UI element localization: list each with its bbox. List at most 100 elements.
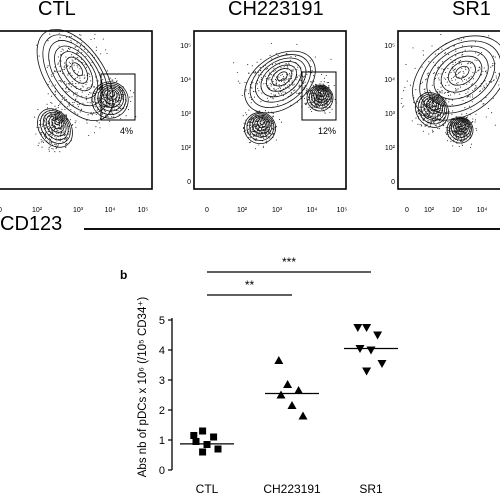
event-dot (115, 80, 118, 83)
event-dot (67, 106, 69, 108)
event-dot (248, 128, 250, 130)
event-dot (456, 89, 458, 91)
event-dot (237, 80, 239, 82)
event-dot (426, 99, 428, 101)
event-dot (320, 90, 323, 93)
event-dot (420, 82, 422, 84)
event-dot (65, 83, 68, 85)
event-dot (464, 67, 466, 69)
event-dot (271, 128, 273, 130)
event-dot (87, 101, 89, 103)
event-dot (462, 75, 464, 77)
event-dot (453, 45, 455, 47)
event-dot (437, 115, 439, 117)
event-dot (131, 96, 133, 98)
event-dot (317, 103, 319, 105)
y-tick-label: 2 (159, 405, 165, 417)
event-dot (62, 49, 64, 51)
x-tick-label: 10³ (452, 207, 463, 214)
x-tick-label: 10² (32, 207, 43, 214)
event-dot (65, 88, 67, 90)
event-dot (273, 67, 275, 69)
event-dot (94, 33, 96, 35)
event-dot (429, 90, 431, 92)
event-dot (253, 118, 255, 120)
event-dot (451, 113, 453, 116)
event-dot (436, 74, 438, 76)
event-dot (117, 94, 119, 96)
event-dot (93, 38, 95, 40)
event-dot (51, 134, 53, 137)
event-dot (450, 141, 452, 143)
event-dot (436, 118, 438, 120)
event-dot (461, 124, 463, 126)
event-dot (42, 125, 44, 127)
event-dot (97, 80, 99, 82)
event-dot (70, 86, 72, 88)
event-dot (419, 124, 421, 126)
event-dot (66, 137, 68, 139)
event-dot (44, 117, 46, 119)
data-point (199, 448, 207, 456)
event-dot (246, 132, 248, 134)
event-dot (77, 75, 79, 77)
event-dot (111, 116, 113, 118)
event-dot (279, 91, 281, 93)
event-dot (60, 133, 62, 135)
event-dot (414, 67, 416, 69)
event-dot (465, 93, 467, 95)
event-dot (50, 133, 52, 135)
flow-plot: 4% 0 10² 10³ 10⁴ 10⁵ (0, 28, 153, 214)
event-dot (464, 127, 467, 129)
event-dot (492, 62, 494, 64)
event-dot (57, 56, 59, 58)
event-dot (49, 33, 51, 35)
contour-ring (308, 85, 332, 109)
event-dot (447, 95, 450, 97)
event-dot (90, 80, 92, 82)
event-dot (79, 34, 81, 36)
y-tick-label: 10³ (181, 111, 192, 118)
event-dot (458, 61, 460, 63)
event-dot (298, 86, 300, 88)
event-dot (105, 49, 107, 51)
event-dot (54, 105, 56, 107)
event-dot (54, 90, 57, 92)
event-dot (422, 110, 424, 112)
event-dot (59, 151, 61, 153)
event-dot (429, 121, 431, 123)
event-dot (459, 125, 461, 128)
event-dot (439, 120, 441, 122)
event-dot (65, 87, 67, 89)
event-dot (253, 126, 255, 128)
event-dot (249, 131, 251, 133)
event-dot (459, 124, 461, 126)
event-dot (273, 88, 275, 90)
event-dot (461, 140, 463, 142)
event-dot (86, 122, 88, 124)
contour-ring (313, 87, 329, 103)
event-dot (483, 102, 485, 105)
y-tick-label: 10² (385, 145, 396, 152)
event-dot (69, 119, 72, 121)
event-dot (440, 34, 442, 36)
event-dot (449, 94, 452, 96)
event-dot (68, 125, 70, 127)
event-dot (321, 105, 324, 107)
event-dot (292, 70, 294, 72)
event-dot (409, 84, 412, 86)
event-dot (445, 99, 447, 101)
event-dot (436, 67, 439, 69)
event-dot (479, 66, 481, 68)
event-dot (55, 147, 57, 150)
data-point (377, 360, 387, 368)
event-dot (319, 94, 321, 96)
event-dot (120, 108, 122, 110)
event-dot (71, 75, 73, 77)
event-dot (411, 120, 413, 122)
data-point (274, 356, 284, 364)
event-dot (277, 55, 279, 57)
event-dot (415, 117, 417, 119)
event-dot (59, 37, 61, 39)
event-dot (488, 35, 490, 37)
